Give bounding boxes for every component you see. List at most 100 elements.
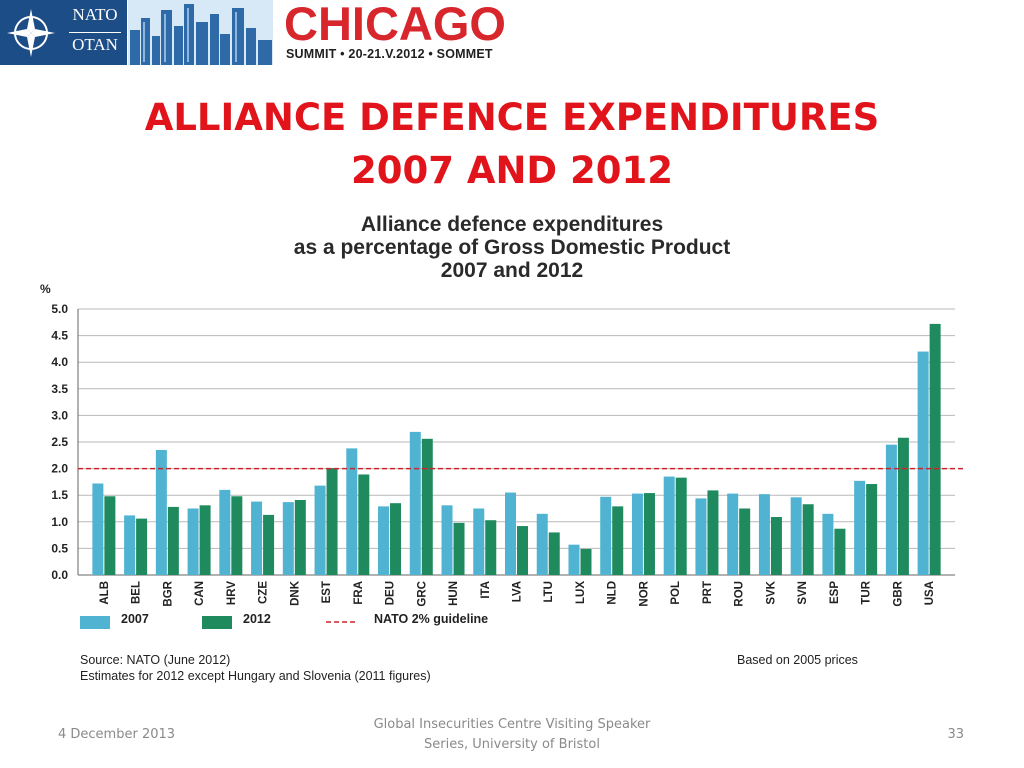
bar-2007-prt — [695, 498, 707, 575]
legend-label-2007: 2007 — [121, 612, 149, 626]
page-number: 33 — [947, 727, 964, 742]
bar-2007-can — [187, 508, 199, 575]
x-tick-label: ESP — [829, 581, 841, 604]
x-tick-label: FRA — [353, 581, 365, 605]
bar-2007-rou — [727, 493, 739, 575]
bar-2007-usa — [917, 351, 929, 575]
summit-dates: SUMMIT • 20-21.V.2012 • SOMMET — [286, 47, 493, 61]
footer-center-line2: Series, University of Bristol — [424, 737, 600, 752]
bar-2012-tur — [866, 484, 878, 575]
bar-2012-deu — [390, 503, 402, 575]
footer-date: 4 December 2013 — [58, 727, 176, 742]
bar-2007-svk — [758, 494, 770, 575]
x-tick-label: SVK — [765, 580, 777, 604]
y-tick-label: 2.5 — [51, 435, 68, 449]
bar-2012-rou — [739, 508, 751, 575]
header-banner: NATO OTAN CHICAGO SUMMIT • 20-21.V.2012 … — [0, 0, 1024, 68]
otan-label: OTAN — [72, 35, 118, 54]
x-tick-label: CAN — [194, 581, 206, 606]
bar-2007-lva — [505, 492, 516, 575]
bar-2007-deu — [378, 506, 390, 575]
legend-swatch-2012 — [202, 616, 232, 629]
chicago-skyline-image — [128, 0, 273, 65]
bar-2012-bgr — [167, 506, 179, 575]
bar-2007-grc — [409, 431, 421, 575]
x-tick-label: DNK — [289, 580, 301, 606]
bar-2012-hrv — [231, 496, 243, 575]
chart-title-line2: as a percentage of Gross Domestic Produc… — [293, 236, 731, 259]
x-tick-label: NLD — [607, 581, 619, 605]
bar-2007-fra — [346, 448, 358, 575]
bar-2007-cze — [251, 501, 263, 575]
bar-2012-est — [326, 468, 338, 575]
estimates-note: Estimates for 2012 except Hungary and Sl… — [80, 669, 431, 683]
y-tick-label: 5.0 — [51, 302, 68, 316]
nato-otan-logo: NATO OTAN — [63, 0, 127, 65]
bar-2012-svk — [770, 517, 782, 575]
x-tick-label: LVA — [512, 581, 524, 602]
bar-2012-bel — [136, 518, 148, 575]
bar-2012-can — [199, 505, 211, 575]
x-tick-label: NOR — [638, 580, 650, 606]
y-tick-label: 1.5 — [51, 488, 68, 502]
x-tick-label: HUN — [448, 581, 460, 606]
bar-2012-lva — [517, 526, 528, 575]
x-tick-label: HRV — [226, 581, 238, 605]
legend-swatch-2007 — [80, 616, 110, 629]
x-tick-label: PRT — [702, 581, 714, 604]
chart-title-line1: Alliance defence expenditures — [360, 213, 664, 236]
bar-2012-ltu — [548, 532, 560, 575]
bar-2012-alb — [104, 496, 116, 575]
x-tick-label: BGR — [162, 580, 174, 606]
x-tick-label: ITA — [480, 581, 492, 599]
x-tick-label: CZE — [258, 581, 270, 604]
x-tick-label: ROU — [734, 581, 746, 607]
x-tick-label: LTU — [543, 581, 555, 603]
bar-2012-ita — [485, 520, 497, 575]
y-tick-label: 0.0 — [51, 568, 68, 582]
bar-2012-grc — [421, 438, 433, 575]
bar-2012-nor — [643, 493, 655, 575]
bar-2012-nld — [612, 506, 624, 575]
y-tick-label: 4.5 — [51, 329, 68, 343]
bar-2007-bgr — [155, 449, 167, 575]
bar-2012-pol — [675, 477, 687, 575]
bar-chart: 0.0 0.5 1.0 1.5 2.0 2.5 3.0 3.5 4.0 4.5 5.0 ALB BEL B… — [51, 302, 963, 607]
y-tick-label: 2.0 — [51, 462, 68, 476]
bar-2007-hun — [441, 505, 453, 575]
slide-title-line2: 2007 AND 2012 — [350, 149, 674, 192]
footer-center-text: Global Insecurities Centre Visiting Spea… — [340, 715, 684, 755]
x-tick-label: GRC — [416, 581, 428, 607]
x-tick-label: LUX — [575, 581, 587, 604]
bar-2007-nor — [631, 493, 643, 575]
bar-2007-ltu — [536, 513, 548, 575]
legend-label-guideline: NATO 2% guideline — [374, 612, 489, 626]
logo-divider — [69, 32, 121, 33]
nato-label: NATO — [72, 5, 118, 24]
slide-title-line1: ALLIANCE DEFENCE EXPENDITURES — [144, 96, 880, 139]
bar-2012-lux — [580, 548, 592, 575]
x-tick-label: POL — [670, 581, 682, 605]
y-axis-unit: % — [40, 282, 51, 296]
footer-center-line1: Global Insecurities Centre Visiting Spea… — [373, 717, 651, 732]
bar-2012-svn — [802, 504, 814, 575]
nato-compass-icon — [0, 0, 63, 65]
chart-title-line3: 2007 and 2012 — [440, 259, 584, 282]
x-tick-label: SVN — [797, 581, 809, 605]
bar-2007-hrv — [219, 489, 231, 575]
prices-note: Based on 2005 prices — [737, 653, 858, 667]
bar-2007-est — [314, 485, 326, 575]
city-wordmark: CHICAGO — [284, 0, 506, 50]
bar-2007-tur — [854, 480, 866, 575]
legend-swatch-guideline — [326, 621, 358, 623]
x-tick-label: DEU — [385, 581, 397, 605]
bar-2007-lux — [568, 544, 580, 575]
y-tick-label: 3.5 — [51, 382, 68, 396]
bar-2007-ita — [473, 508, 485, 575]
x-tick-label: TUR — [861, 580, 873, 604]
bar-2007-svn — [790, 497, 802, 575]
bar-2007-gbr — [885, 444, 897, 575]
bar-2012-esp — [834, 528, 846, 575]
bar-2012-gbr — [897, 437, 909, 575]
y-tick-label: 1.0 — [51, 515, 68, 529]
